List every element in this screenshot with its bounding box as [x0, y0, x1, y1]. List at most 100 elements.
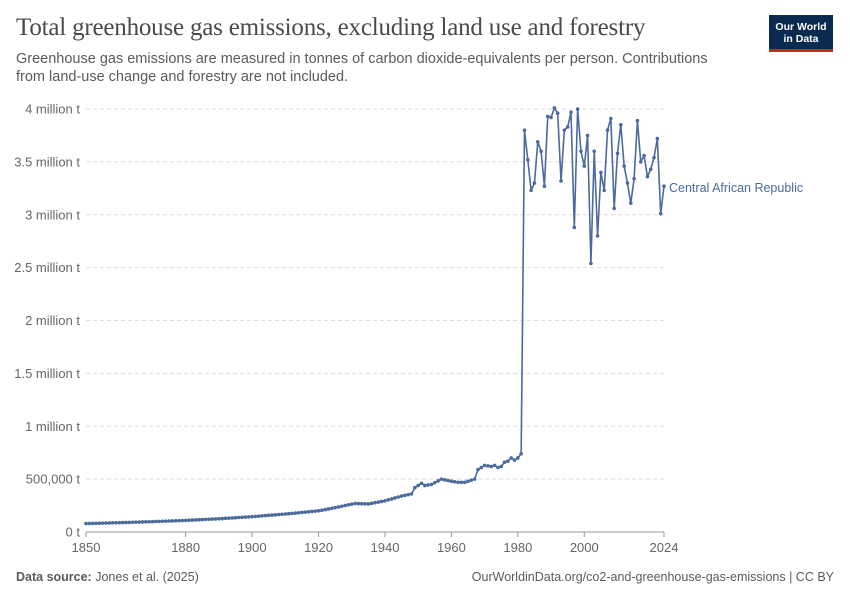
data-point [153, 519, 158, 524]
y-tick-label: 500,000 t [26, 472, 81, 487]
data-point [150, 519, 155, 524]
data-point [366, 502, 371, 506]
data-point [147, 519, 151, 524]
data-point [462, 480, 467, 485]
data-point [339, 504, 344, 509]
data-point [652, 155, 656, 160]
data-source-text[interactable]: Jones et al. (2025) [95, 570, 199, 584]
x-axis: 1850 1880 1900 1920 1940 1960 1980 2000 2024 [72, 531, 678, 555]
data-point [526, 157, 530, 162]
data-point [160, 519, 165, 524]
data-point [100, 521, 105, 525]
data-point [190, 518, 195, 522]
chart-title: Total greenhouse gas emissions, excludin… [16, 14, 646, 41]
data-point [632, 177, 636, 181]
data-point [293, 511, 298, 515]
data-point [549, 115, 553, 120]
data-point [193, 518, 198, 522]
y-tick-label: 3.5 million t [14, 154, 80, 169]
data-point [243, 515, 248, 519]
data-point [117, 520, 122, 525]
data-point [263, 513, 268, 518]
data-point [426, 483, 430, 487]
data-point [266, 513, 271, 518]
data-point [502, 460, 507, 465]
data-point [310, 509, 314, 514]
data-point [579, 149, 583, 154]
data-point [396, 495, 401, 499]
data-point [137, 520, 141, 524]
data-point [389, 497, 394, 501]
data-point [486, 464, 490, 468]
data-point [114, 520, 118, 525]
data-point [187, 518, 191, 523]
data-point [213, 517, 218, 521]
series-label: Central African Republic [669, 181, 803, 195]
data-point [376, 500, 381, 504]
data-point [545, 114, 550, 119]
data-point [349, 502, 354, 506]
data-point [343, 503, 347, 508]
data-point [413, 485, 417, 490]
data-point [585, 133, 590, 138]
data-point [423, 483, 427, 488]
data-point [605, 128, 610, 132]
chart-subtitle: Greenhouse gas emissions are measured in… [16, 51, 708, 85]
data-point [237, 515, 241, 520]
data-source-label: Data source: [16, 570, 92, 584]
data-point [539, 149, 543, 154]
data-point [246, 515, 251, 519]
data-point [183, 518, 188, 523]
series-line [85, 107, 665, 525]
data-point [290, 511, 294, 516]
logo-line-1: Our World [775, 21, 827, 33]
data-point [356, 501, 361, 506]
footer-url[interactable]: OurWorldinData.org/co2-and-greenhouse-ga… [471, 570, 834, 584]
data-point [496, 465, 500, 470]
data-point [386, 498, 391, 502]
data-point [436, 479, 440, 483]
data-point [559, 179, 563, 183]
data-point [306, 510, 311, 514]
data-point [452, 479, 457, 484]
data-point [110, 521, 115, 525]
gridlines [86, 108, 664, 480]
x-tick-label: 1900 [238, 540, 267, 555]
y-tick-label: 1.5 million t [14, 366, 80, 381]
data-point [406, 492, 411, 497]
data-point [97, 521, 102, 525]
data-point [359, 501, 364, 506]
data-point [449, 479, 454, 484]
y-tick-label: 0 t [66, 525, 81, 540]
data-point [84, 521, 88, 526]
data-point [220, 516, 224, 521]
data-point [628, 201, 633, 205]
data-point [223, 516, 228, 521]
data-point [210, 517, 215, 521]
data-point [167, 519, 171, 523]
data-point [645, 174, 650, 179]
data-point [429, 482, 434, 487]
data-point [482, 463, 487, 468]
data-point [273, 513, 278, 517]
data-point [446, 478, 450, 483]
data-point [87, 521, 92, 526]
data-point [419, 481, 424, 486]
data-point [120, 520, 125, 525]
data-point [233, 515, 238, 520]
x-tick-label: 1940 [371, 540, 400, 555]
owid-logo[interactable]: Our World in Data [769, 15, 833, 52]
y-tick-label: 2 million t [25, 313, 80, 328]
data-point [240, 515, 244, 520]
data-point [124, 520, 128, 525]
data-point [439, 477, 444, 481]
data-point [260, 514, 264, 518]
data-point [562, 128, 567, 132]
data-point [476, 467, 480, 472]
data-point [602, 188, 607, 193]
logo-line-2: in Data [783, 33, 819, 45]
data-point [353, 501, 357, 506]
data-point [177, 518, 181, 523]
data-point [316, 509, 321, 513]
